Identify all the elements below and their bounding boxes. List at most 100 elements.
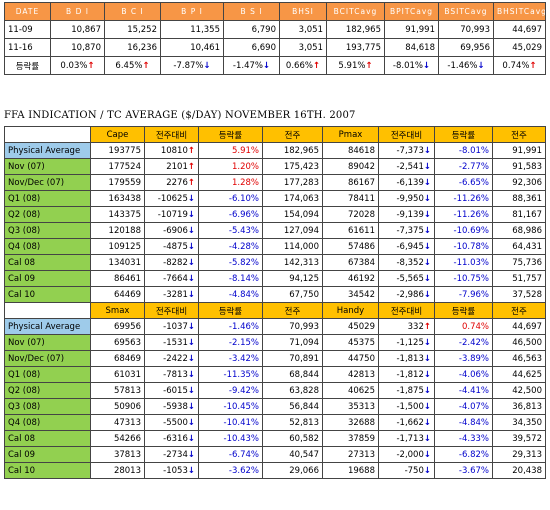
down-arrow-icon: ↓ [423,369,431,380]
down-arrow-icon: ↓ [423,385,431,396]
cell-value: 63,828 [289,385,319,396]
table-cell: -6015↓ [144,382,199,399]
cell-value: -4.84% [458,417,489,428]
cell-value: -6.65% [458,177,489,188]
table-row: Nov (07) 177524 2101↑ 1.20% 175,423 89042 -2,5… [4,158,546,175]
cell-value: 51,757 [512,273,542,284]
down-arrow-icon: ↓ [423,449,431,460]
cell-value: 70,891 [289,353,319,364]
table-row: Q2 (08) 143375 -10719↓ -6.96% 154,094 72028 -9… [4,206,546,223]
cell-value: -10719 [157,209,188,220]
row-label: Nov/Dec (07) [4,350,91,367]
table-cell: 42,500 [492,382,546,399]
down-arrow-icon: ↓ [187,465,195,476]
table-cell: -2734↓ [144,446,199,463]
column-header: BHSI [279,2,327,21]
cell-value: -5500 [163,417,188,428]
change-rate-cell: 0.66%↑ [279,56,327,75]
change-value: -1.46% [447,60,478,71]
cell-value: -8.14% [228,273,259,284]
table-cell: -2,986↓ [378,286,435,303]
row-label: Q4 (08) [4,414,91,431]
table-cell: 6,790 [223,20,280,39]
cell-value: 127,094 [283,225,319,236]
table-cell: -9,139↓ [378,206,435,223]
table-cell: 44,697 [492,318,546,335]
table-cell: 37,528 [492,286,546,303]
down-arrow-icon: ↓ [423,289,431,300]
cell-value: -11.26% [453,193,489,204]
table-cell: -4.33% [434,430,493,447]
table-cell: 29,066 [262,462,323,479]
table-cell: 72028 [322,206,379,223]
column-header: 등락률 [434,126,493,143]
table-cell: -1531↓ [144,334,199,351]
table-cell: 15,252 [104,20,161,39]
table-cell: -3.89% [434,350,493,367]
cell-value: -1053 [163,465,188,476]
cell-value: -10625 [157,193,188,204]
cell-value: 84618 [347,145,375,156]
table-cell: 91,991 [384,20,439,39]
row-label: Q3 (08) [4,222,91,239]
table-cell: 3,051 [279,20,327,39]
table-cell: -1.46% [198,318,263,335]
table-cell: 61611 [322,222,379,239]
cell-value: 86461 [113,273,141,284]
cell-value: 177524 [108,161,141,172]
column-header: 전주대비 [144,126,199,143]
cell-value: 2101 [166,161,188,172]
table-cell: 46192 [322,270,379,287]
table-cell: 154,094 [262,206,323,223]
change-rate-cell: -1.47%↓ [223,56,280,75]
cell-value: 114,000 [283,241,319,252]
cell-value: 68,844 [289,369,319,380]
table-cell: -5938↓ [144,398,199,415]
down-arrow-icon: ↓ [187,449,195,460]
table-cell: 40625 [322,382,379,399]
cell-value: 0.74% [461,321,489,332]
down-arrow-icon: ↓ [187,401,195,412]
table-cell: 71,094 [262,334,323,351]
change-value: -1.47% [232,60,263,71]
cell-value: -1037 [163,321,188,332]
down-arrow-icon: ↓ [187,353,195,364]
cell-value: 109125 [108,241,141,252]
cell-value: 29,066 [289,465,319,476]
table-cell: 92,306 [492,174,546,191]
cell-value: 27313 [347,449,375,460]
row-date: 11-16 [4,38,51,57]
row-label: Cal 10 [4,462,91,479]
table-cell: 11,355 [160,20,224,39]
cell-value: 40,547 [289,449,319,460]
table-cell: 89042 [322,158,379,175]
cell-value: 78411 [347,193,375,204]
table-cell: -7664↓ [144,270,199,287]
row-label: Physical Average [4,318,91,335]
table-cell: 40,547 [262,446,323,463]
table-cell: 10810↑ [144,142,199,159]
change-rate-cell: 6.45%↑ [104,56,161,75]
table-cell: 34,350 [492,414,546,431]
cell-value: 34,350 [512,417,542,428]
column-header: 전주대비 [378,126,435,143]
table-cell: -8282↓ [144,254,199,271]
cell-value: 143375 [108,209,141,220]
up-arrow-icon: ↑ [365,60,373,71]
up-arrow-icon: ↑ [87,60,95,71]
table-cell: 177524 [90,158,145,175]
up-arrow-icon: ↑ [423,321,431,332]
table-cell: -7,373↓ [378,142,435,159]
table-cell: 109125 [90,238,145,255]
cell-value: 154,094 [283,209,319,220]
table-cell: -2.15% [198,334,263,351]
cell-value: 61031 [113,369,141,380]
table-cell: 163438 [90,190,145,207]
up-arrow-icon: ↑ [312,60,321,71]
table-cell: 34542 [322,286,379,303]
table-cell: 174,063 [262,190,323,207]
table-row: Q1 (08) 163438 -10625↓ -6.10% 174,063 78411 -9… [4,190,546,207]
cell-value: -5.82% [228,257,259,268]
cell-value: 120188 [108,225,141,236]
